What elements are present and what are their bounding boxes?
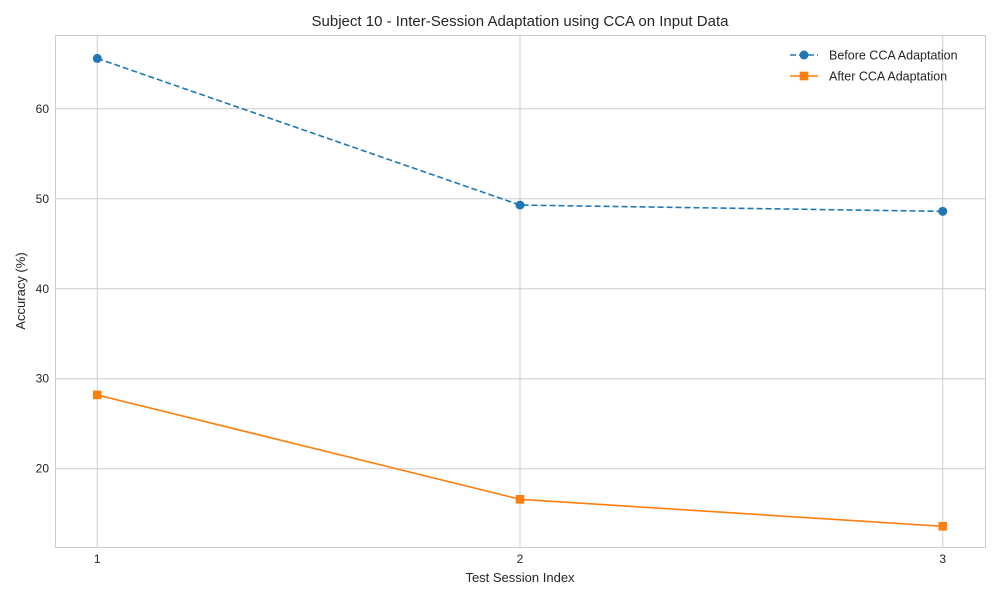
data-point [515,495,525,504]
y-axis-ticks: 20 30 40 50 60 [36,102,50,476]
x-tick-label: 2 [517,552,524,566]
legend-item: Before CCA Adaptation [790,49,958,63]
y-axis-label: Accuracy (%) [13,252,28,329]
x-tick-label: 3 [939,552,946,566]
x-tick-label: 1 [94,552,101,566]
chart-title: Subject 10 - Inter-Session Adaptation us… [312,13,730,30]
series-layer [92,53,948,531]
legend-marker [799,71,809,81]
x-axis-ticks: 1 2 3 [94,552,946,566]
data-point [938,522,948,531]
legend-label: After CCA Adaptation [829,70,947,84]
series-2 [92,390,948,531]
data-point [92,390,102,400]
series-1 [92,53,948,216]
legend-label: Before CCA Adaptation [829,49,958,63]
legend: Before CCA Adaptation After CCA Adaptatio… [790,49,958,84]
data-point [938,206,948,216]
data-point [92,53,102,63]
legend-item: After CCA Adaptation [790,70,947,84]
y-tick-label: 60 [36,102,50,116]
y-tick-label: 50 [36,192,50,206]
plot-area-border [55,35,986,548]
grid [55,35,985,547]
y-tick-label: 30 [36,372,50,386]
x-axis-label: Test Session Index [465,570,575,585]
legend-marker [799,50,809,60]
y-tick-label: 40 [36,282,50,296]
series-line [97,57,943,213]
y-tick-label: 20 [36,462,50,476]
data-point [515,200,525,210]
